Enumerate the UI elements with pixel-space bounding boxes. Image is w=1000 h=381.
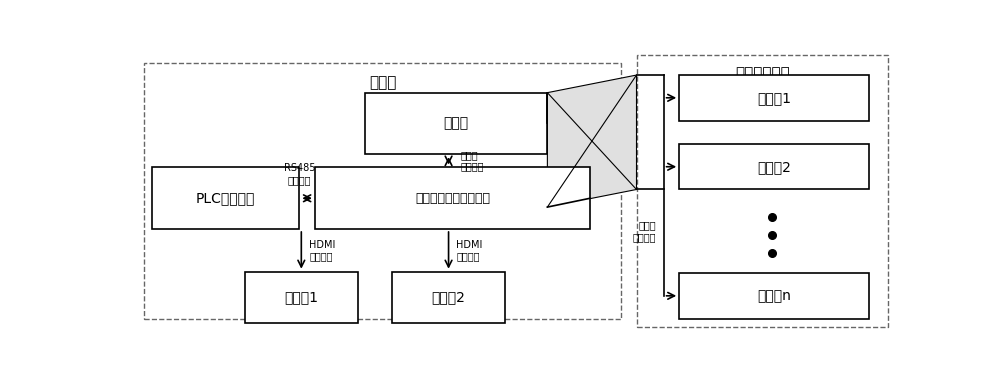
Text: 中控室: 中控室: [369, 75, 396, 90]
Text: HDMI
网路信号: HDMI 网路信号: [309, 240, 335, 261]
Bar: [245, 272, 358, 323]
Bar: [315, 168, 590, 229]
Text: 交换机: 交换机: [444, 117, 469, 130]
Text: RS485
联动信号: RS485 联动信号: [284, 163, 315, 185]
Bar: [365, 93, 547, 154]
Text: 监视器1: 监视器1: [284, 290, 318, 304]
Text: 摄像机n: 摄像机n: [757, 289, 791, 303]
Bar: [679, 75, 869, 120]
Bar: [144, 63, 621, 319]
Bar: [679, 273, 869, 319]
Text: 摄像机2: 摄像机2: [757, 160, 791, 174]
Text: HDMI
网路信号: HDMI 网路信号: [456, 240, 483, 261]
Text: PLC联动设备: PLC联动设备: [196, 191, 255, 205]
Text: 前端作业现场: 前端作业现场: [735, 66, 790, 81]
Text: 摄像机
网路信号: 摄像机 网路信号: [460, 150, 484, 172]
Text: 监视器2: 监视器2: [432, 290, 466, 304]
Polygon shape: [547, 75, 637, 207]
Text: 摄像机
网路信号: 摄像机 网路信号: [632, 221, 656, 242]
Bar: [392, 272, 505, 323]
Text: 视频图像自动切换装置: 视频图像自动切换装置: [415, 192, 490, 205]
Bar: [679, 144, 869, 189]
Bar: [152, 168, 299, 229]
Bar: [637, 54, 888, 327]
Text: 摄像机1: 摄像机1: [757, 91, 791, 105]
